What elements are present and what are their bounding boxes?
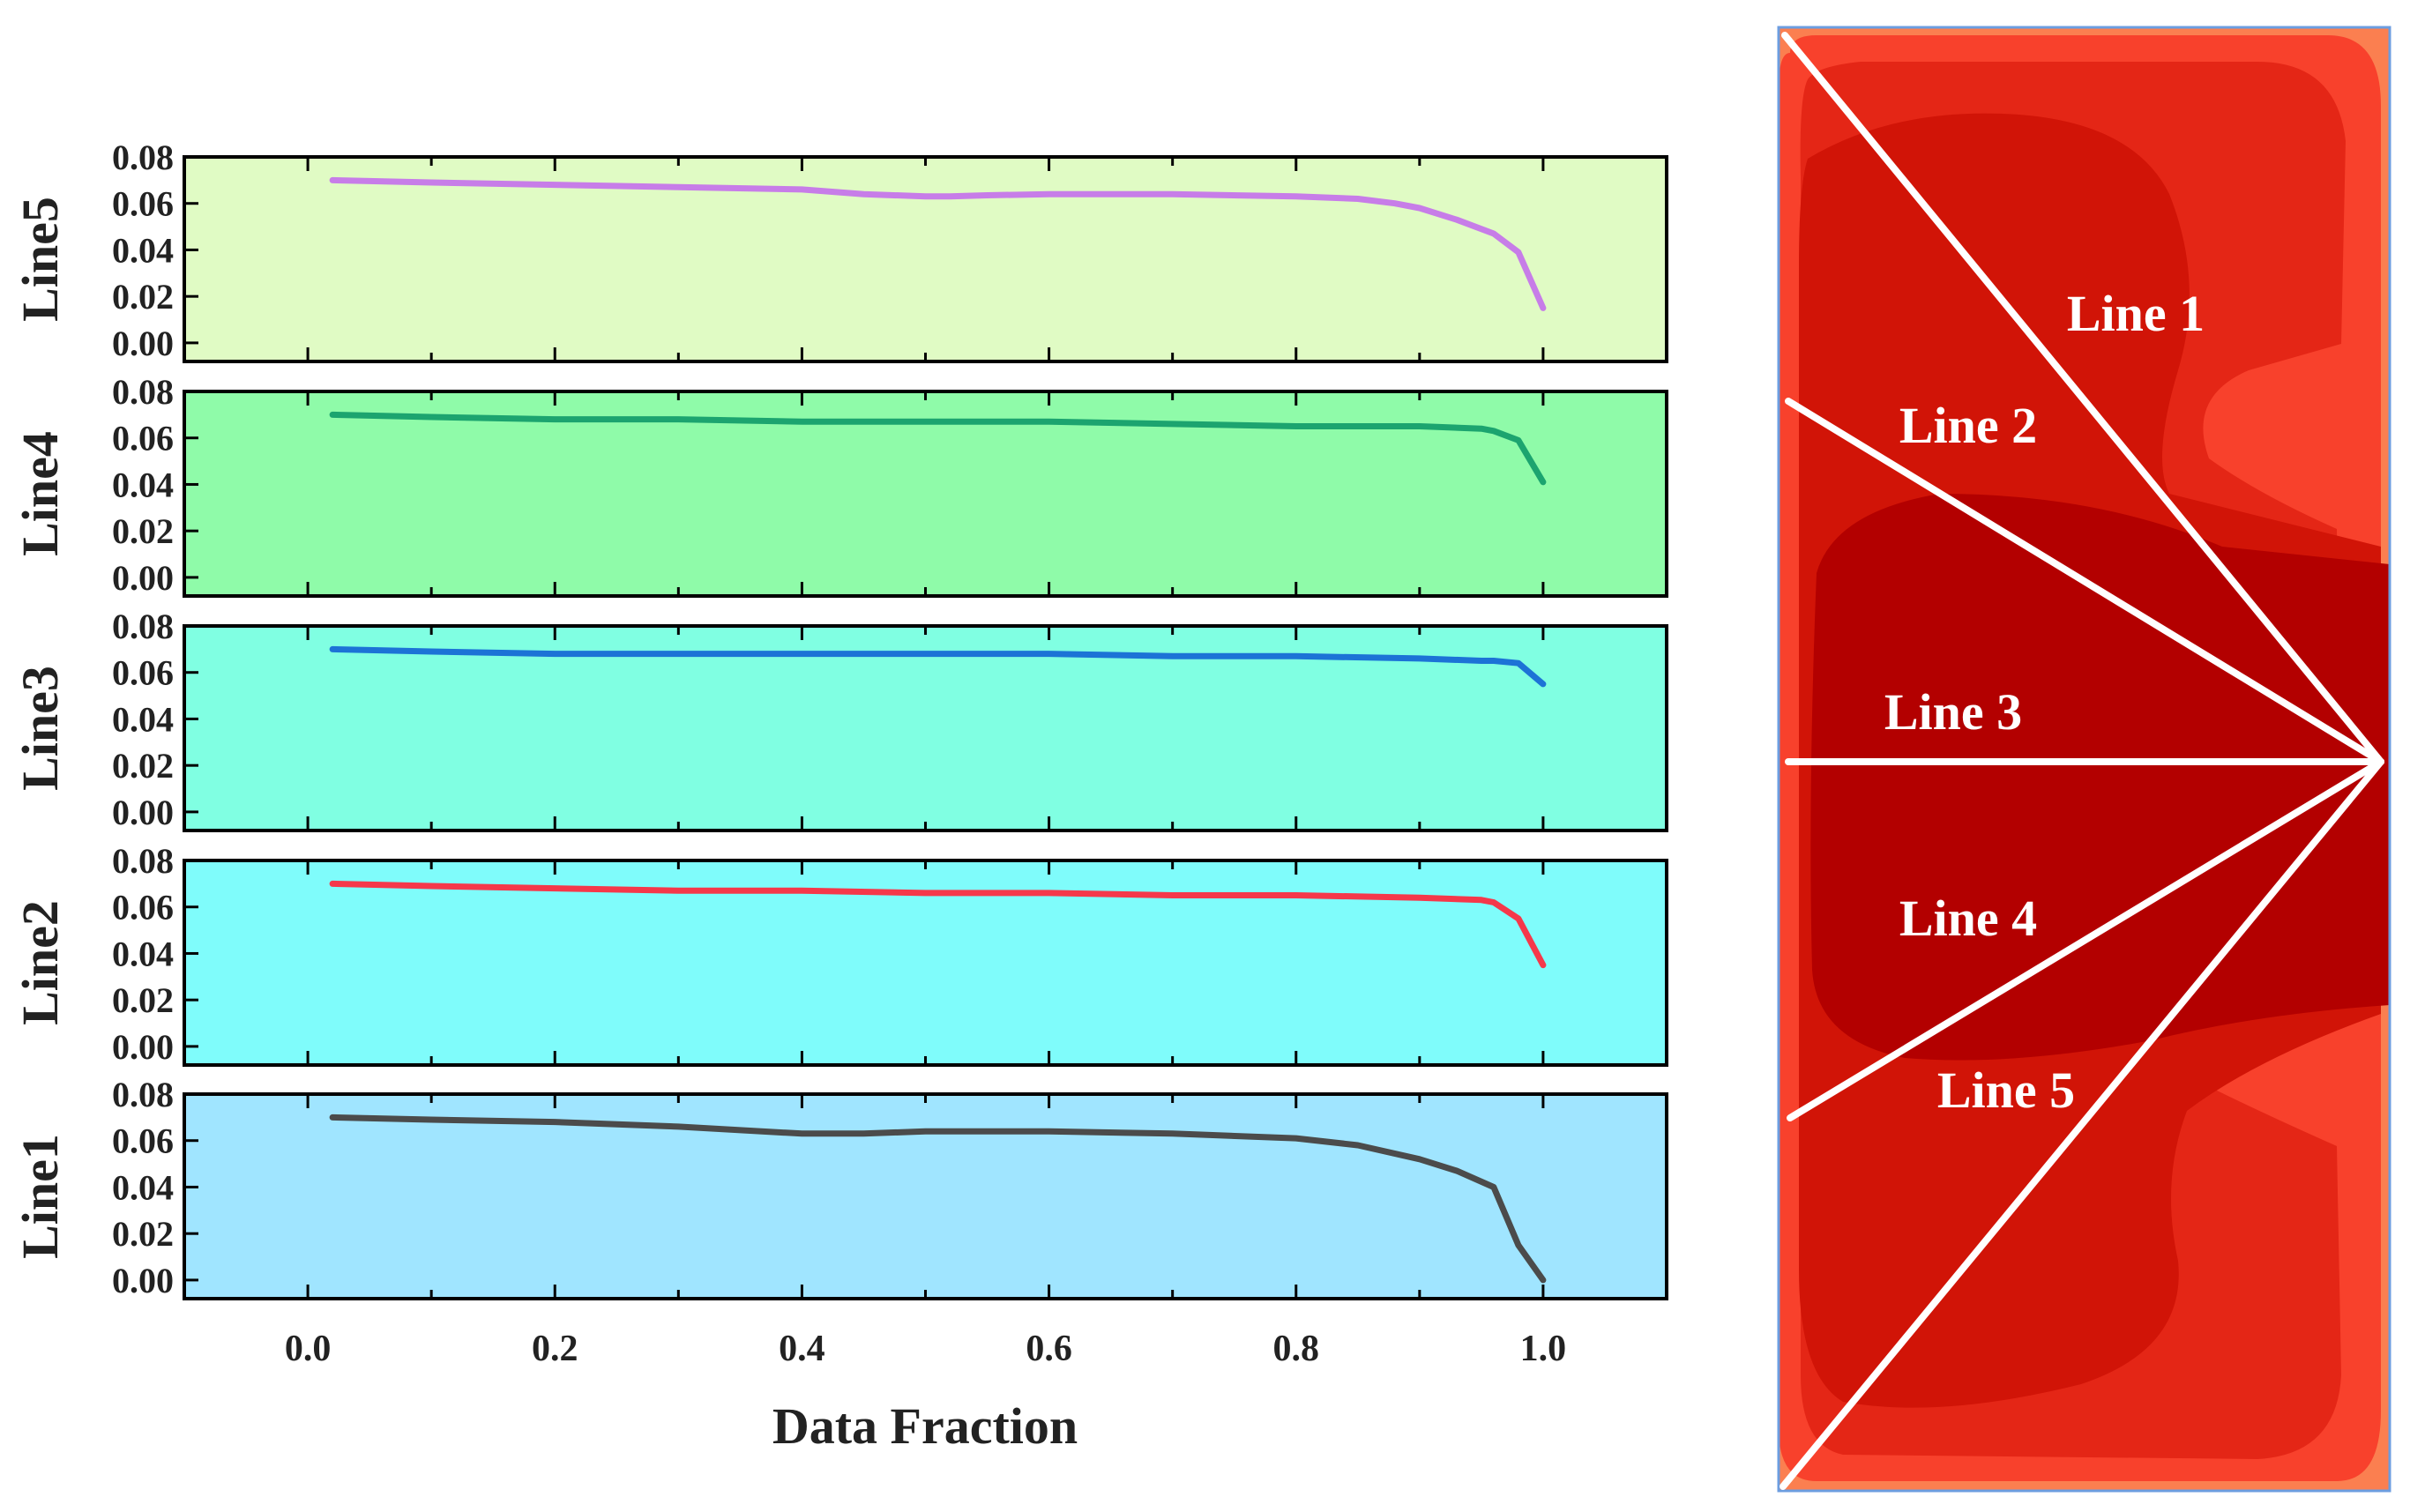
panel-line1-y-tick-label: 0.04 xyxy=(112,1167,174,1207)
x-tick-label: 0.0 xyxy=(285,1329,332,1369)
panel-line1-y-tick-label: 0.00 xyxy=(112,1261,174,1300)
line-panels-chart: 0.00 0.02 0.04 0.06 0.08 Line5 0.00 0.02 0.04 0.0… xyxy=(11,138,1668,1369)
panel-line3-y-tick-label: 0.08 xyxy=(112,607,174,646)
panel-line5-y-tick-label: 0.02 xyxy=(112,277,174,317)
panel-line2-y-tick-label: 0.08 xyxy=(112,841,174,881)
panel-line2-y-axis-label: Line2 xyxy=(11,900,69,1025)
inset-label-line-1: Line 1 xyxy=(2067,285,2205,342)
panel-line4-y-tick-label: 0.00 xyxy=(112,558,174,598)
panel-line5-y-tick-label: 0.00 xyxy=(112,324,174,363)
panel-line4-y-tick-label: 0.06 xyxy=(112,419,174,458)
panel-line5-series-line xyxy=(329,176,1547,311)
panel-line3-y-tick-label: 0.06 xyxy=(112,653,174,693)
x-tick-label: 0.6 xyxy=(1026,1329,1072,1369)
panel-line5-y-tick-label: 0.06 xyxy=(112,184,174,224)
inset-line-2 xyxy=(1785,398,2384,765)
panel-line1-y-tick-label: 0.08 xyxy=(112,1075,174,1114)
inset-label-line-4: Line 4 xyxy=(1899,890,2037,947)
panel-line5-y-tick-label: 0.04 xyxy=(112,230,174,270)
panel-line1-y-tick-label: 0.02 xyxy=(112,1214,174,1254)
inset-line-4 xyxy=(1787,758,2384,1121)
panel-line5-frame xyxy=(183,155,1668,363)
contour-darkest-zone xyxy=(1810,494,2390,1061)
panel-line3-y-tick-label: 0.04 xyxy=(112,699,174,739)
panel-line2-series-line xyxy=(329,880,1547,969)
panel-line4-series-line xyxy=(329,411,1547,486)
panel-line5-y-axis-label: Line5 xyxy=(11,197,69,322)
panel-line1-y-tick-label: 0.06 xyxy=(112,1121,174,1161)
x-tick-label: 0.8 xyxy=(1273,1329,1320,1369)
panel-line3-y-axis-label: Line3 xyxy=(11,666,69,791)
panel-line2-y-tick-label: 0.06 xyxy=(112,888,174,927)
panel-line4-y-tick-label: 0.08 xyxy=(112,372,174,412)
inset-label-line-5: Line 5 xyxy=(1937,1061,2075,1119)
x-axis-label: Data Fraction xyxy=(772,1397,1078,1455)
panel-line4-y-tick-label: 0.02 xyxy=(112,511,174,551)
x-tick-label: 0.4 xyxy=(779,1329,825,1369)
panel-line3-y-tick-label: 0.02 xyxy=(112,746,174,786)
panel-line3-y-tick-label: 0.00 xyxy=(112,793,174,832)
panel-line1-frame xyxy=(183,1092,1668,1300)
x-tick-label: 0.2 xyxy=(532,1329,578,1369)
inset-line-5 xyxy=(1780,758,2384,1490)
inset-lines xyxy=(1780,32,2384,1490)
x-tick-label: 1.0 xyxy=(1520,1329,1567,1369)
panel-line3-series-line xyxy=(329,645,1547,688)
panel-line1-y-axis-label: Line1 xyxy=(11,1134,69,1259)
inset-label-line-3: Line 3 xyxy=(1884,683,2022,741)
panel-line1-series-line xyxy=(329,1114,1547,1284)
panel-line4-y-axis-label: Line4 xyxy=(11,431,69,556)
inset-border xyxy=(1777,26,2391,1493)
panel-line2-y-tick-label: 0.00 xyxy=(112,1027,174,1067)
panel-line5-y-tick-label: 0.08 xyxy=(112,138,174,177)
contour-inset: Line 1 Line 2 Line 3 Line 4 Line 5 xyxy=(1777,26,2391,1493)
inset-line-1 xyxy=(1781,32,2384,765)
panel-line2-y-tick-label: 0.02 xyxy=(112,980,174,1020)
panel-line2-y-tick-label: 0.04 xyxy=(112,934,174,973)
inset-label-line-2: Line 2 xyxy=(1899,397,2037,454)
panel-line4-y-tick-label: 0.04 xyxy=(112,465,174,504)
